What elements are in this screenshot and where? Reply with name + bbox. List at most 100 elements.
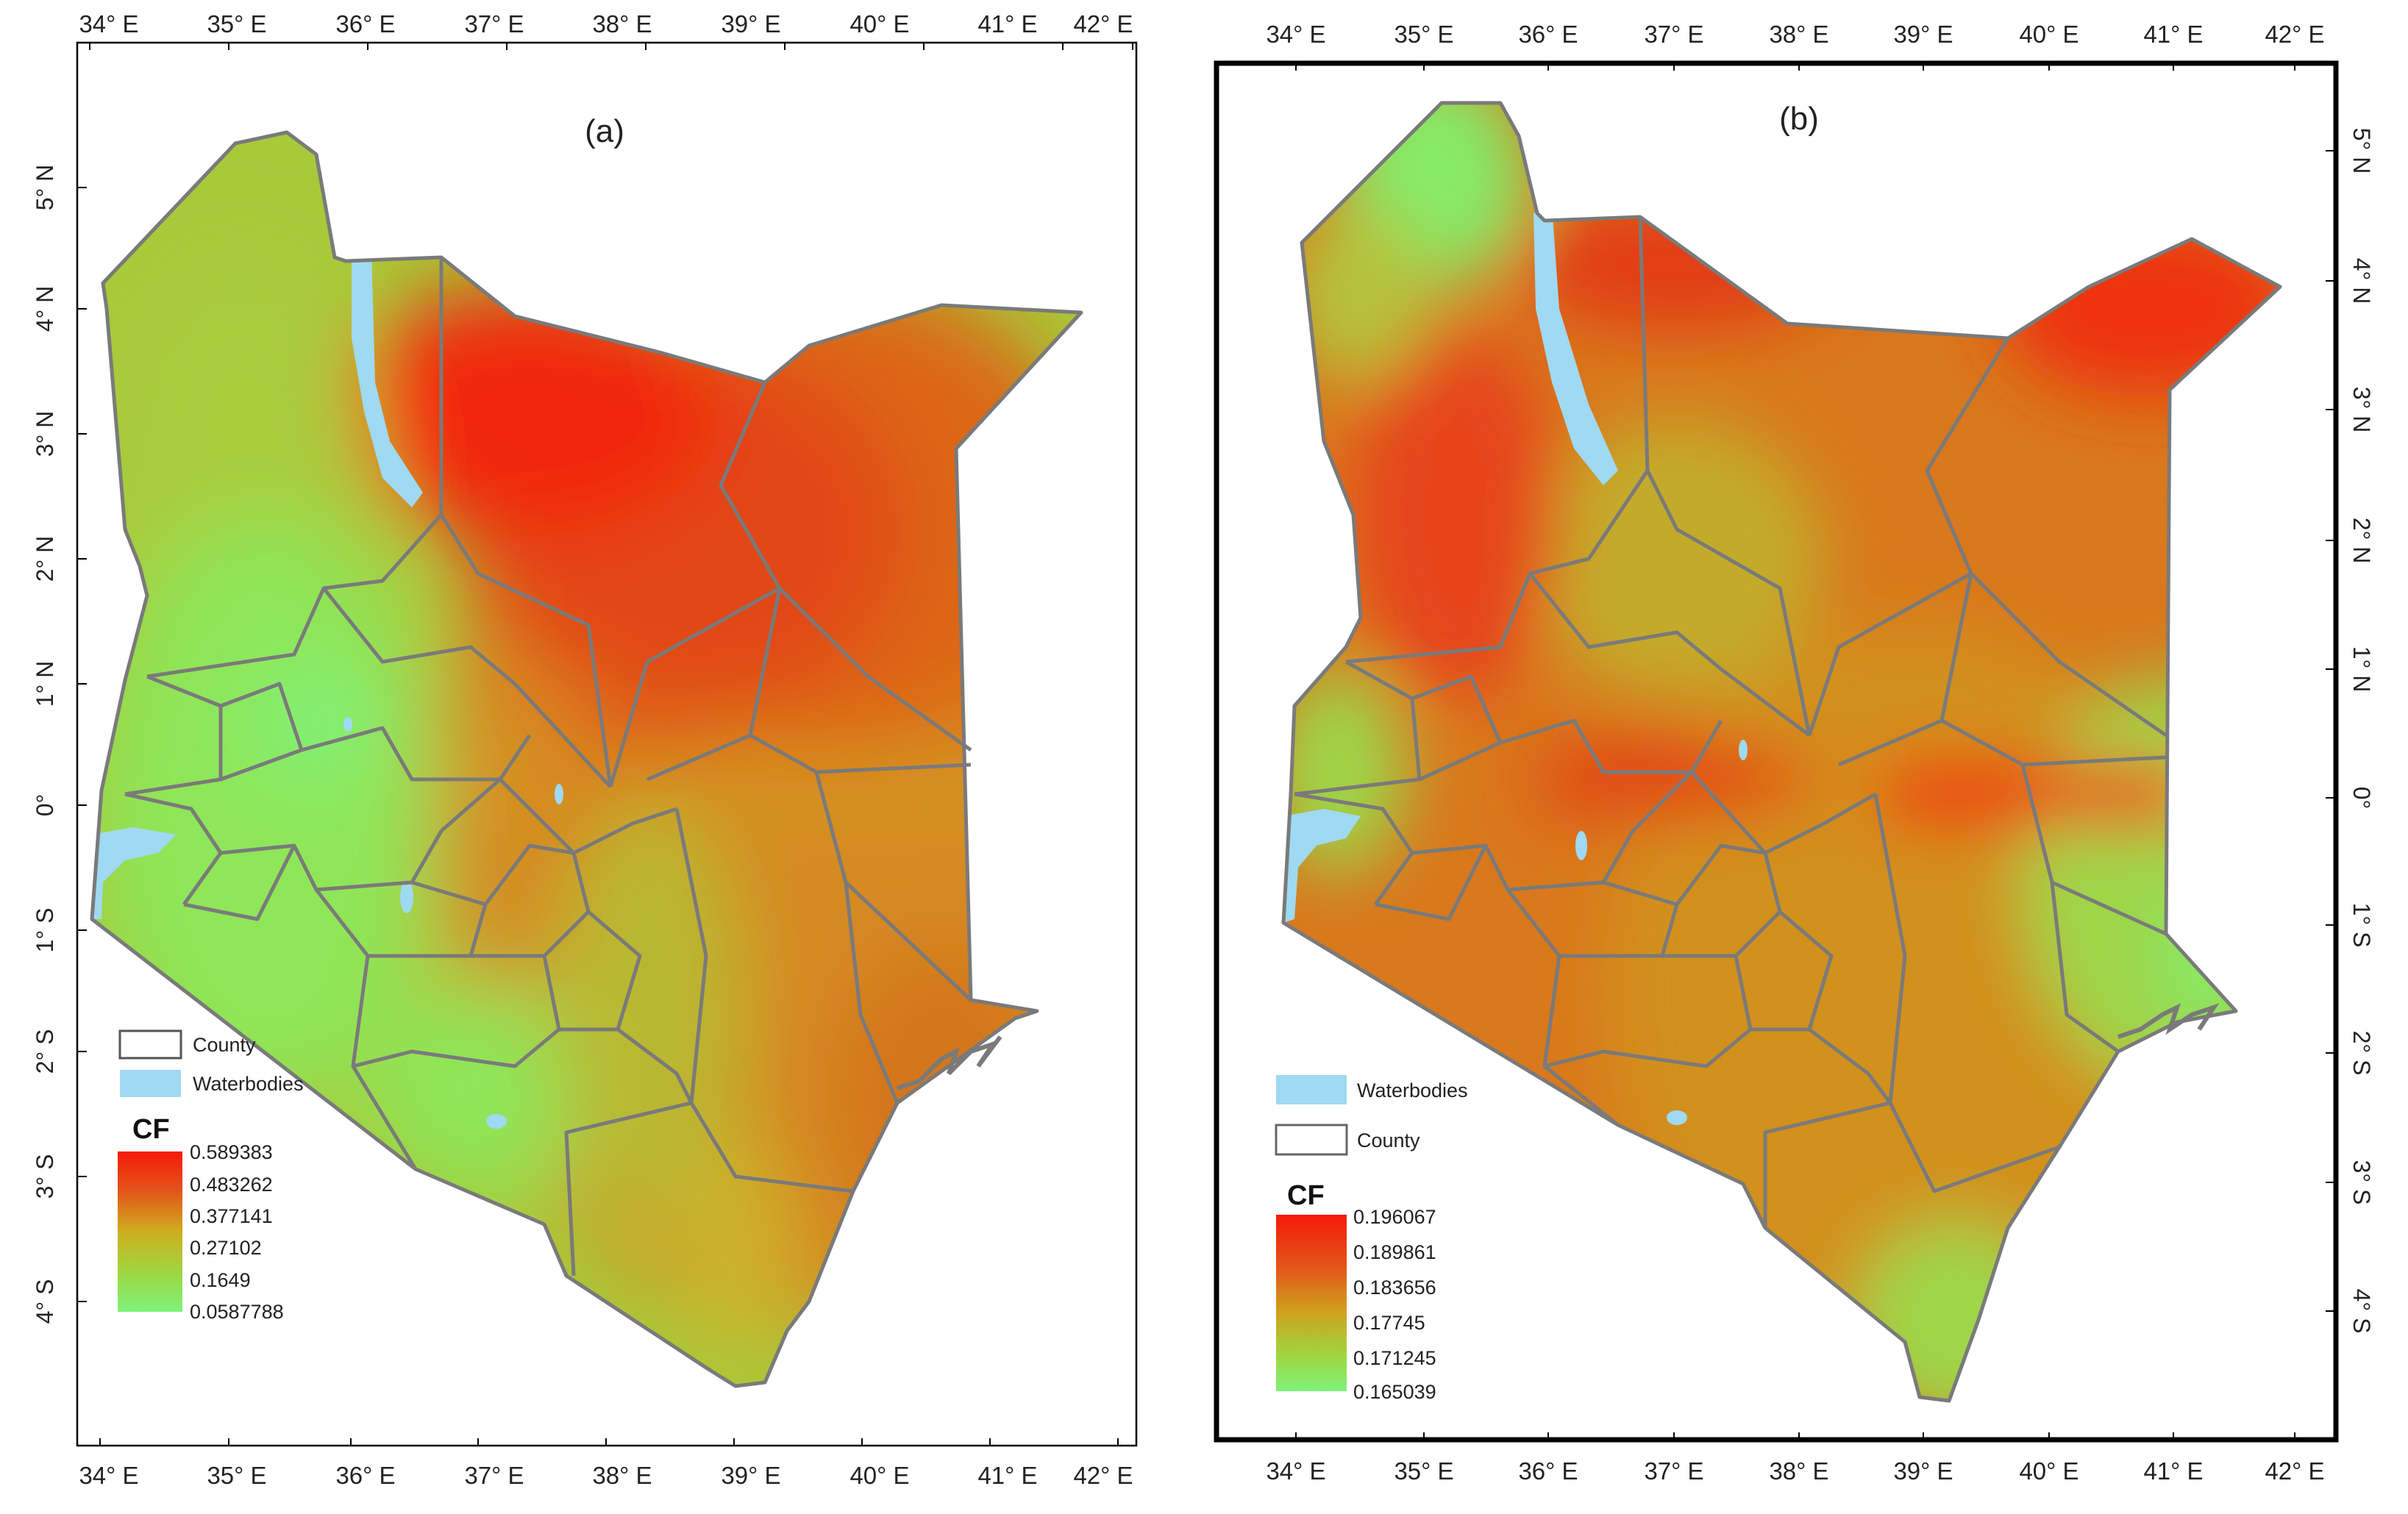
right-tick-b-1: 4° N — [2348, 258, 2375, 304]
colorbar-value-b-0: 0.196067 — [1353, 1206, 1436, 1228]
bottom-tick-b-8: 42° E — [2265, 1457, 2324, 1485]
top-tick-a-7: 41° E — [977, 10, 1037, 38]
map-legend-a: County Waterbodies — [118, 1029, 304, 1097]
top-tick-b-8: 42° E — [2265, 21, 2324, 48]
colorbar-value-a-2: 0.377141 — [190, 1205, 273, 1227]
bottom-tick-a-1: 35° E — [207, 1462, 266, 1489]
colorbar-value-a-5: 0.0587788 — [190, 1301, 284, 1323]
legend-waterbodies-swatch-a — [120, 1070, 181, 1097]
county-boundaries-b — [1281, 101, 2282, 1403]
top-tick-a-4: 38° E — [592, 10, 652, 38]
left-tick-a-4: 1° N — [32, 661, 58, 707]
top-tick-b-0: 34° E — [1266, 21, 1325, 48]
top-tick-b-5: 39° E — [1893, 21, 1953, 48]
bottom-tick-b-2: 36° E — [1518, 1457, 1578, 1485]
top-tick-a-2: 36° E — [335, 10, 395, 38]
top-tick-b-2: 36° E — [1518, 21, 1578, 48]
coastline-b — [2117, 1003, 2220, 1039]
legend-waterbodies-label-b: Waterbodies — [1357, 1079, 1468, 1101]
left-tick-a-6: 1° S — [32, 908, 58, 953]
bottom-tick-a-6: 40° E — [849, 1462, 909, 1489]
bottom-tick-b-7: 41° E — [2143, 1457, 2203, 1485]
panel-b: 34° E 35° E 36° E 37° E 38° E 39° E 40° … — [1214, 21, 2375, 1485]
legend-waterbodies-label-a: Waterbodies — [193, 1073, 304, 1095]
legend-county-label-b: County — [1357, 1129, 1420, 1151]
legend-county-swatch-a — [118, 1029, 182, 1060]
left-tick-a-8: 3° S — [32, 1154, 58, 1199]
left-tick-a-1: 4° N — [32, 286, 58, 332]
bottom-tick-a-4: 38° E — [592, 1462, 652, 1489]
top-tick-a-0: 34° E — [79, 10, 138, 38]
left-axis-a — [77, 187, 87, 1302]
colorbar-value-a-4: 0.1649 — [190, 1269, 251, 1291]
legend-county-label-a: County — [193, 1034, 256, 1056]
cf-surface-a — [92, 132, 1081, 1386]
left-tick-a-9: 4° S — [32, 1279, 58, 1324]
right-tick-b-4: 1° N — [2348, 646, 2375, 693]
colorbar-title-b: CF — [1287, 1180, 1325, 1211]
top-tick-a-1: 35° E — [207, 10, 266, 38]
colorbar-value-b-5: 0.165039 — [1353, 1381, 1436, 1403]
legend-county-swatch-b — [1275, 1124, 1348, 1156]
bottom-tick-a-3: 37° E — [464, 1462, 524, 1489]
colorbar-b: CF 0.196067 0.189861 0.183656 0.17745 0.… — [1276, 1180, 1436, 1403]
colorbar-value-b-4: 0.171245 — [1353, 1347, 1436, 1369]
bottom-tick-b-5: 39° E — [1893, 1457, 1953, 1485]
top-tick-b-7: 41° E — [2143, 21, 2203, 48]
top-tick-b-3: 37° E — [1644, 21, 1703, 48]
right-tick-b-3: 2° N — [2348, 518, 2375, 564]
left-tick-a-5: 0° — [32, 794, 58, 817]
right-tick-b-5: 0° — [2348, 787, 2375, 810]
right-tick-b-0: 5° N — [2348, 128, 2375, 174]
coastline-a — [897, 1035, 1002, 1090]
colorbar-value-b-1: 0.189861 — [1353, 1241, 1436, 1263]
colorbar-value-a-1: 0.483262 — [190, 1174, 273, 1196]
left-tick-a-3: 2° N — [32, 536, 58, 582]
colorbar-gradient-a — [118, 1151, 182, 1312]
right-tick-b-7: 2° S — [2348, 1031, 2375, 1076]
top-tick-b-1: 35° E — [1394, 21, 1453, 48]
colorbar-title-a: CF — [132, 1114, 170, 1145]
colorbar-a: CF 0.589383 0.483262 0.377141 0.27102 0.… — [118, 1114, 284, 1323]
bottom-tick-b-0: 34° E — [1266, 1457, 1325, 1485]
bottom-tick-b-4: 38° E — [1769, 1457, 1828, 1485]
map-legend-b: Waterbodies County — [1275, 1075, 1468, 1156]
bottom-tick-b-3: 37° E — [1644, 1457, 1703, 1485]
colorbar-value-a-3: 0.27102 — [190, 1237, 262, 1259]
bottom-tick-a-2: 36° E — [335, 1462, 395, 1489]
county-boundaries-a — [90, 130, 1083, 1388]
bottom-tick-a-7: 41° E — [977, 1462, 1037, 1489]
colorbar-value-b-2: 0.183656 — [1353, 1276, 1436, 1299]
top-tick-b-4: 38° E — [1769, 21, 1828, 48]
top-axis-a — [89, 43, 1133, 50]
bottom-tick-a-8: 42° E — [1073, 1462, 1133, 1489]
colorbar-value-a-0: 0.589383 — [190, 1141, 273, 1163]
top-tick-a-6: 40° E — [849, 10, 909, 38]
bottom-axis-b — [1295, 1432, 2295, 1440]
left-tick-a-0: 5° N — [32, 165, 58, 211]
panel-label-a: (a) — [585, 113, 624, 149]
bottom-tick-a-0: 34° E — [79, 1462, 138, 1489]
top-axis-b — [1295, 63, 2295, 71]
left-tick-a-2: 3° N — [32, 411, 58, 457]
colorbar-gradient-b — [1276, 1215, 1347, 1391]
bottom-tick-a-5: 39° E — [721, 1462, 780, 1489]
legend-waterbodies-swatch-b — [1276, 1075, 1347, 1104]
bottom-axis-a — [99, 1438, 1119, 1446]
colorbar-value-b-3: 0.17745 — [1353, 1312, 1425, 1334]
top-tick-a-8: 42° E — [1073, 10, 1133, 38]
right-tick-b-9: 4° S — [2348, 1289, 2375, 1334]
right-tick-b-6: 1° S — [2348, 903, 2375, 948]
bottom-tick-b-1: 35° E — [1394, 1457, 1453, 1485]
top-tick-b-6: 40° E — [2019, 21, 2078, 48]
left-tick-a-7: 2° S — [32, 1029, 58, 1074]
bottom-tick-b-6: 40° E — [2019, 1457, 2078, 1485]
right-tick-b-2: 3° N — [2348, 387, 2375, 433]
top-tick-a-3: 37° E — [464, 10, 524, 38]
panel-a: 34° E 35° E 36° E 37° E 38° E 39° E 40° … — [32, 10, 1138, 1489]
panel-label-b: (b) — [1779, 101, 1819, 137]
right-axis-b — [2326, 150, 2336, 1312]
right-tick-b-8: 3° S — [2348, 1160, 2375, 1205]
top-tick-a-5: 39° E — [721, 10, 780, 38]
